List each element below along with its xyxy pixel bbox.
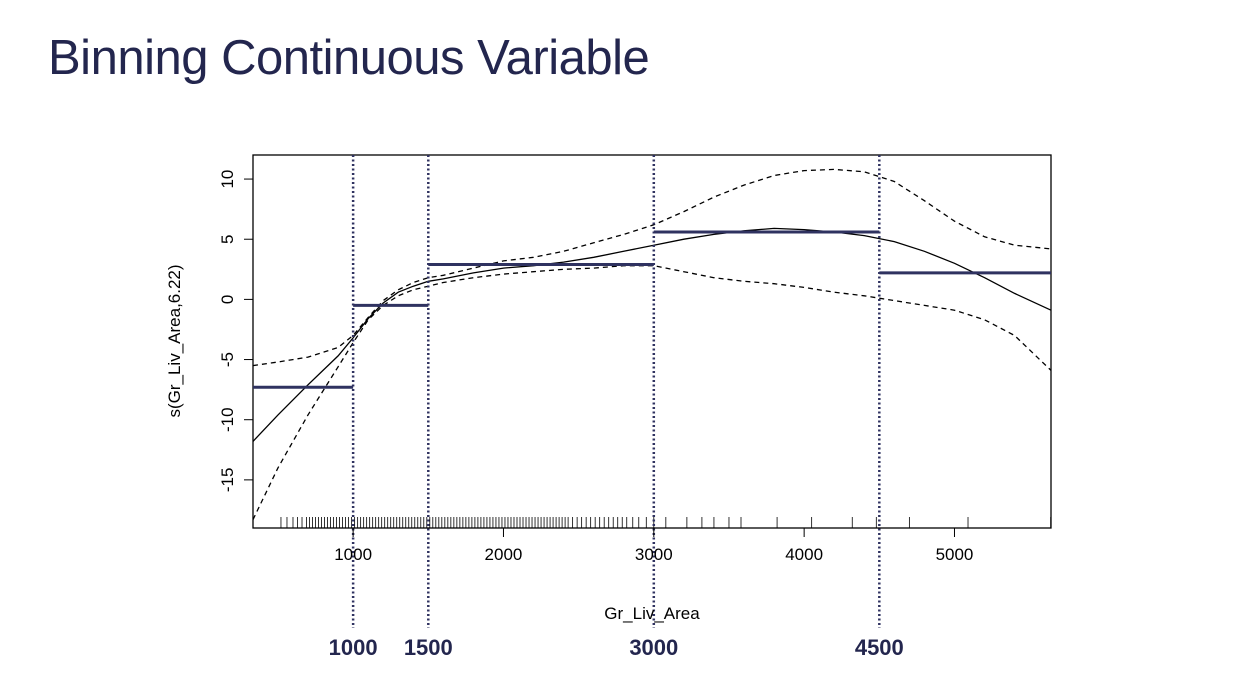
y-tick-label: -10: [218, 407, 237, 432]
cutoff-label: 3000: [629, 635, 678, 660]
y-tick-label: 10: [218, 170, 237, 189]
x-tick-label: 1000: [334, 545, 372, 564]
confidence-band-line: [252, 168, 1052, 367]
x-tick-label: 3000: [635, 545, 673, 564]
axis-layer: 1000 2000 3000 4000 5000 10 5 0 -5 -10 -15: [218, 170, 973, 564]
x-axis-label: Gr_Liv_Area: [604, 604, 700, 623]
y-tick-label: 0: [218, 295, 237, 304]
y-tick-label: -5: [218, 352, 237, 367]
plot-frame: [252, 154, 1052, 529]
y-axis-label: s(Gr_Liv_Area,6.22): [165, 264, 184, 417]
x-tick-label: 5000: [936, 545, 974, 564]
y-tick-label: -15: [218, 468, 237, 493]
x-tick-label: 2000: [485, 545, 523, 564]
smooth-fit-line: [252, 227, 1052, 442]
confidence-band-line: [252, 265, 1052, 520]
bin-layer: [253, 230, 1051, 389]
plot-frame-layer: [252, 154, 1052, 529]
curve-layer: [252, 168, 1052, 520]
cutoff-layer: 1000 1500 3000 4500: [329, 155, 904, 660]
rug-layer: [280, 517, 1052, 528]
cutoff-label: 4500: [855, 635, 904, 660]
cutoff-label: 1000: [329, 635, 378, 660]
slide-title: Binning Continuous Variable: [48, 31, 650, 85]
x-tick-label: 4000: [785, 545, 823, 564]
cutoff-label: 1500: [404, 635, 453, 660]
y-tick-label: 5: [218, 234, 237, 243]
